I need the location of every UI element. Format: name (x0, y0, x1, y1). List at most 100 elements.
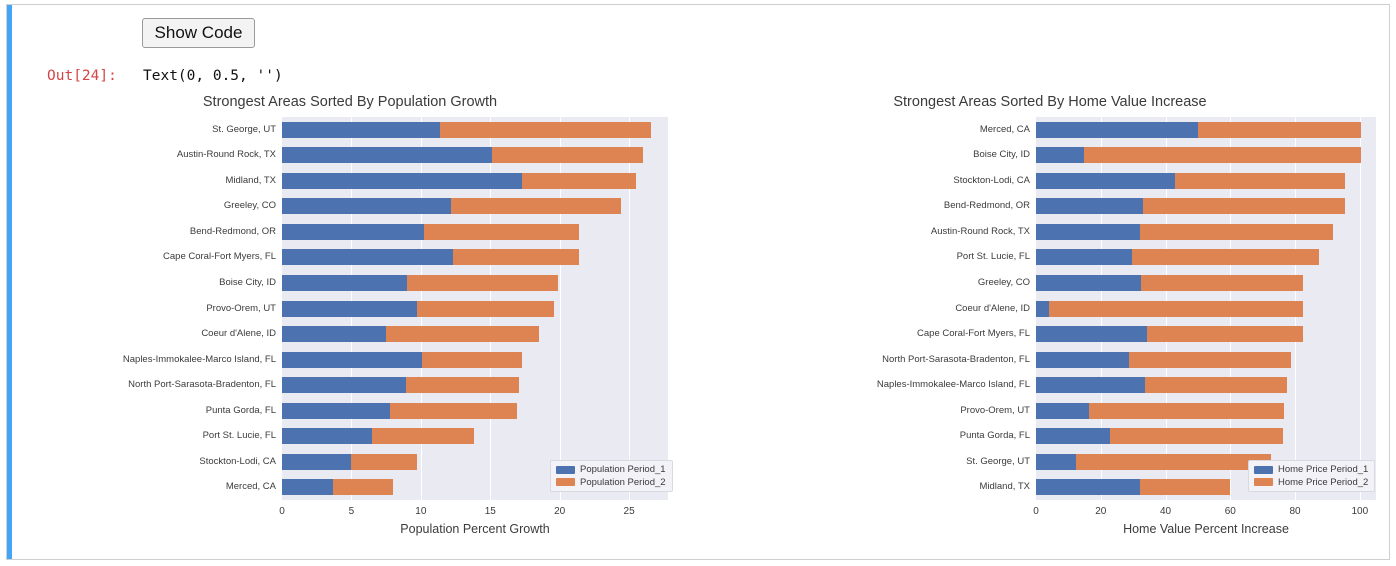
bar-segment-period-1 (1036, 479, 1140, 496)
legend-label: Population Period_1 (580, 464, 666, 475)
bar-segment-period-1 (1036, 300, 1049, 317)
bar-segment-period-2 (1139, 479, 1230, 496)
x-axis-tick-label: 80 (1289, 506, 1301, 517)
bar-segment-period-2 (1048, 300, 1304, 317)
bar-row (282, 249, 668, 266)
bar-row (282, 300, 668, 317)
chart-panel-home-value-increase: Strongest Areas Sorted By Home Value Inc… (720, 92, 1380, 547)
x-axis-tick-label: 10 (415, 506, 427, 517)
legend-swatch-icon (1254, 478, 1273, 487)
bar-segment-period-2 (372, 428, 474, 445)
bar-segment-period-2 (1139, 223, 1333, 240)
x-axis-tick-label: 20 (554, 506, 566, 517)
bar-segment-period-2 (406, 274, 559, 291)
bar-row (282, 121, 668, 138)
legend-item: Population Period_2 (556, 477, 666, 488)
notebook-cell-accent-bar (7, 5, 12, 559)
y-axis-tick-label: Bend-Redmond, OR (943, 200, 1030, 212)
y-axis-tick-label: Port St. Lucie, FL (202, 430, 276, 442)
y-axis-tick-label: Provo-Orem, UT (960, 404, 1030, 416)
bar-segment-period-2 (1110, 428, 1283, 445)
bar-segment-period-2 (1088, 402, 1285, 419)
x-axis-tick-label: 20 (1095, 506, 1107, 517)
bar-row (1036, 428, 1376, 445)
bar-segment-period-2 (1131, 249, 1319, 266)
show-code-button[interactable]: Show Code (142, 18, 255, 48)
y-axis-tick-label: Austin-Round Rock, TX (176, 149, 276, 161)
bar-segment-period-1 (1036, 198, 1143, 215)
bar-segment-period-2 (1197, 121, 1362, 138)
chart-legend: Home Price Period_1 Home Price Period_2 (1248, 460, 1376, 492)
bar-segment-period-1 (1036, 428, 1111, 445)
output-prompt: Out[24]: (47, 68, 117, 84)
bar-row (282, 274, 668, 291)
bar-segment-period-2 (440, 121, 652, 138)
bar-row (282, 223, 668, 240)
y-axis-tick-label: Greeley, CO (977, 276, 1030, 288)
y-axis-tick-label: Port St. Lucie, FL (956, 251, 1030, 263)
bar-segment-period-1 (1036, 121, 1198, 138)
y-axis-tick-label: Stockton-Lodi, CA (953, 174, 1030, 186)
bar-row (282, 198, 668, 215)
bar-segment-period-2 (422, 351, 523, 368)
y-axis-tick-label: Midland, TX (979, 481, 1030, 493)
bar-segment-period-2 (386, 326, 539, 343)
y-axis-tick-label: Boise City, ID (973, 149, 1030, 161)
y-axis-tick-label: Coeur d'Alene, ID (955, 302, 1030, 314)
plot-area (282, 117, 668, 500)
y-axis-tick-label: Naples-Immokalee-Marco Island, FL (876, 379, 1030, 391)
legend-item: Home Price Period_1 (1254, 465, 1368, 475)
bar-segment-period-1 (1036, 172, 1175, 189)
bar-segment-period-2 (390, 402, 517, 419)
bar-segment-period-1 (1036, 402, 1089, 419)
y-axis-tick-label: Naples-Immokalee-Marco Island, FL (122, 353, 276, 365)
x-axis-title: Population Percent Growth (400, 522, 550, 536)
bar-segment-period-1 (282, 479, 334, 496)
bar-segment-period-1 (282, 453, 352, 470)
bar-segment-period-2 (1140, 274, 1304, 291)
matplotlib-figure: Strongest Areas Sorted By Population Gro… (20, 92, 1380, 547)
bar-segment-period-1 (282, 402, 391, 419)
bar-segment-period-2 (451, 198, 621, 215)
bar-segment-period-2 (416, 300, 555, 317)
y-axis-tick-label: Merced, CA (225, 481, 276, 493)
y-axis-tick-label: Midland, TX (225, 174, 276, 186)
bar-row (1036, 249, 1376, 266)
legend-item: Home Price Period_2 (1254, 477, 1368, 488)
bar-segment-period-1 (1036, 377, 1145, 394)
gridline (1359, 117, 1361, 500)
bar-segment-period-2 (1142, 198, 1345, 215)
bar-segment-period-2 (452, 249, 580, 266)
bar-segment-period-2 (1174, 172, 1345, 189)
bar-segment-period-1 (1036, 453, 1076, 470)
x-axis-tick-label: 40 (1159, 506, 1172, 517)
bar-segment-period-2 (491, 147, 643, 164)
bar-row (1036, 351, 1376, 368)
bar-segment-period-1 (1036, 147, 1085, 164)
bar-row (1036, 326, 1376, 343)
gridline (629, 117, 631, 500)
y-axis-tick-label: Punta Gorda, FL (959, 430, 1030, 442)
bar-row (1036, 479, 1376, 496)
bar-row (1036, 453, 1376, 470)
legend-item: Population Period_1 (556, 465, 666, 475)
chart-title: Strongest Areas Sorted By Home Value Inc… (893, 94, 1207, 110)
bar-row (282, 377, 668, 394)
bar-segment-period-2 (1146, 326, 1304, 343)
gridline (559, 117, 561, 500)
legend-swatch-icon (1254, 465, 1273, 474)
bar-row (282, 479, 668, 496)
bar-segment-period-2 (522, 172, 637, 189)
bar-row (1036, 377, 1376, 394)
bar-segment-period-2 (405, 377, 520, 394)
bar-segment-period-1 (282, 351, 423, 368)
bar-row (282, 351, 668, 368)
bar-segment-period-2 (1144, 377, 1287, 394)
bar-segment-period-1 (1036, 249, 1132, 266)
bar-segment-period-1 (1036, 351, 1129, 368)
bar-segment-period-1 (282, 198, 452, 215)
y-axis-tick-label: Cape Coral-Fort Myers, FL (917, 328, 1030, 340)
bar-row (1036, 147, 1376, 164)
plot-area (1036, 117, 1376, 500)
bar-segment-period-1 (1036, 223, 1140, 240)
